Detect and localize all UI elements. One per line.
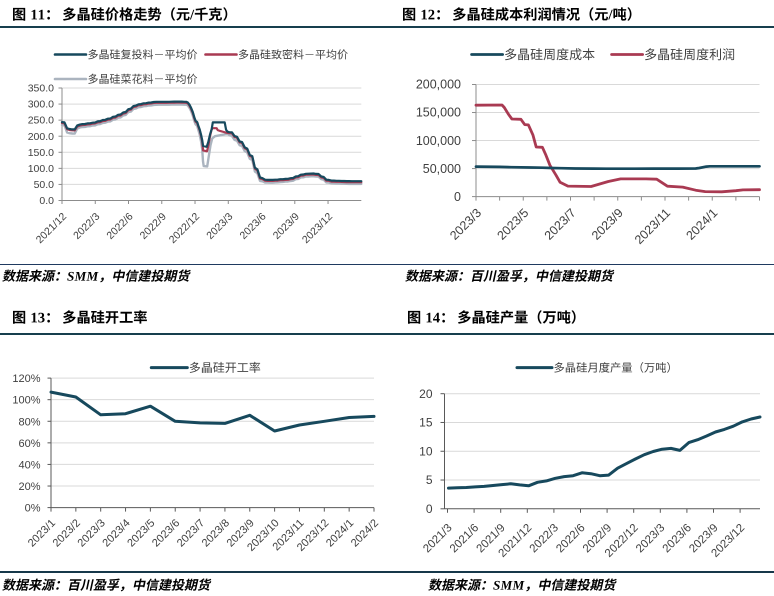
svg-text:2022/9: 2022/9	[138, 211, 169, 242]
svg-text:250.0: 250.0	[28, 115, 54, 127]
svg-text:200.0: 200.0	[28, 131, 54, 143]
svg-text:0: 0	[454, 190, 461, 204]
svg-text:2023/12: 2023/12	[300, 211, 335, 246]
svg-text:50.0: 50.0	[34, 179, 55, 191]
svg-text:150,000: 150,000	[416, 106, 461, 120]
svg-text:60%: 60%	[18, 438, 40, 450]
svg-text:2023/9: 2023/9	[589, 206, 626, 243]
svg-text:2023/9: 2023/9	[271, 211, 302, 242]
svg-text:2023/3: 2023/3	[204, 211, 235, 242]
svg-text:0%: 0%	[25, 503, 41, 515]
svg-text:200,000: 200,000	[416, 78, 461, 92]
svg-text:2023/5: 2023/5	[494, 206, 531, 243]
svg-text:2023/11: 2023/11	[632, 206, 673, 247]
svg-text:5: 5	[426, 473, 433, 487]
svg-text:2022/3: 2022/3	[71, 211, 102, 242]
svg-text:2022/6: 2022/6	[104, 211, 135, 242]
svg-text:2024/1: 2024/1	[683, 206, 720, 243]
svg-text:2021/6: 2021/6	[448, 522, 481, 555]
svg-text:0.0: 0.0	[39, 195, 54, 207]
svg-text:2022/3: 2022/3	[528, 522, 561, 555]
svg-text:350.0: 350.0	[28, 83, 54, 95]
svg-text:300.0: 300.0	[28, 99, 54, 111]
svg-text:20%: 20%	[18, 481, 40, 493]
svg-text:100.0: 100.0	[28, 163, 54, 175]
svg-text:50,000: 50,000	[423, 162, 461, 176]
svg-text:2022/12: 2022/12	[167, 211, 202, 246]
svg-text:2021/3: 2021/3	[421, 522, 454, 555]
svg-text:2023/3: 2023/3	[447, 206, 484, 243]
svg-text:2023/6: 2023/6	[661, 522, 694, 555]
svg-text:2023/7: 2023/7	[542, 206, 579, 243]
svg-text:80%: 80%	[18, 416, 40, 428]
svg-text:2021/12: 2021/12	[34, 211, 69, 246]
svg-text:20: 20	[419, 387, 433, 401]
svg-text:150.0: 150.0	[28, 147, 54, 159]
svg-text:2024/2: 2024/2	[349, 517, 381, 549]
svg-text:100,000: 100,000	[416, 134, 461, 148]
svg-text:2023/3: 2023/3	[634, 522, 667, 555]
svg-text:10: 10	[419, 444, 433, 458]
svg-text:15: 15	[419, 416, 433, 430]
svg-text:0: 0	[426, 502, 433, 516]
svg-text:40%: 40%	[18, 459, 40, 471]
svg-text:100%: 100%	[12, 395, 40, 407]
svg-text:120%: 120%	[12, 373, 40, 385]
svg-text:2023/6: 2023/6	[237, 211, 268, 242]
svg-text:2022/6: 2022/6	[554, 522, 587, 555]
